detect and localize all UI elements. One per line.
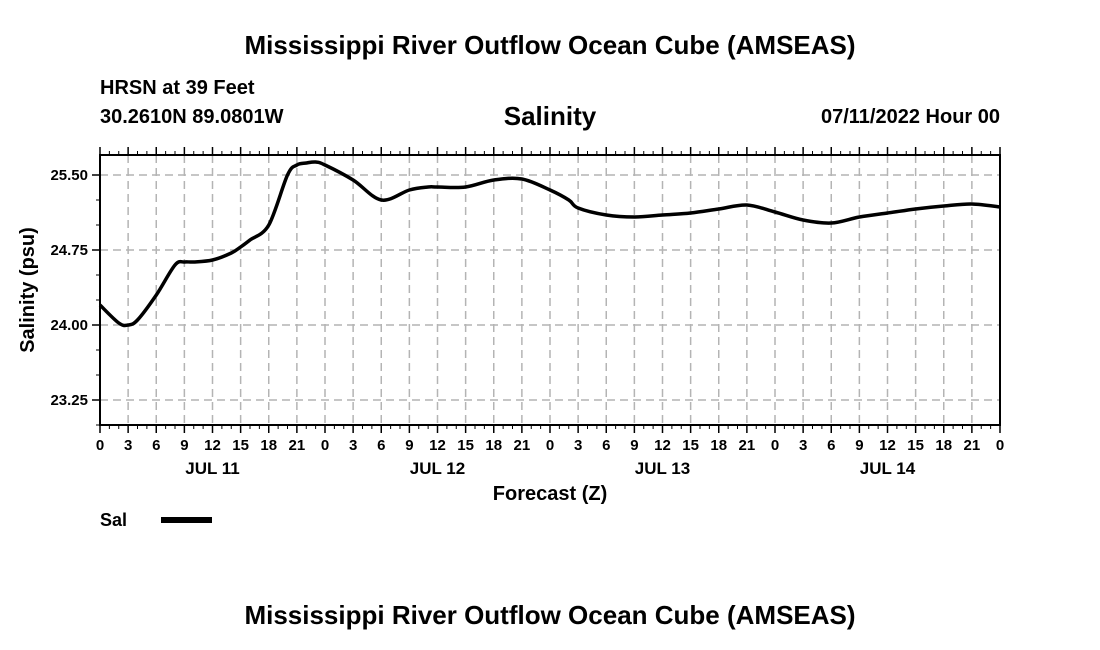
day-label: JUL 14 [860,459,916,478]
coordinates-label: 30.2610N 89.0801W [100,106,284,128]
chart-title: Salinity [503,101,597,131]
x-tick-label: 21 [514,437,531,454]
x-tick-label: 18 [710,437,727,454]
x-tick-label: 12 [654,437,671,454]
station-depth-label: HRSN at 39 Feet [100,77,255,99]
x-tick-label: 3 [574,437,582,454]
day-label: JUL 11 [185,459,240,478]
x-tick-label: 21 [289,437,306,454]
y-tick-label: 25.50 [50,167,88,184]
x-tick-label: 6 [827,437,835,454]
x-tick-label: 21 [739,437,756,454]
x-tick-label: 6 [152,437,160,454]
day-label: JUL 13 [635,459,690,478]
grid [100,155,1000,425]
footer-title: Mississippi River Outflow Ocean Cube (AM… [244,600,856,630]
x-tick-label: 0 [321,437,329,454]
y-tick-label: 23.25 [50,392,88,409]
salinity-chart: 0 3 6 9 12 15 18 21 0 3 6 9 12 15 18 21 0 3 6 9 12 15 18 21 0 3 6 9… [17,147,1004,530]
x-tick-label: 9 [180,437,188,454]
series-layer [98,160,1001,328]
x-tick-label: 18 [485,437,502,454]
x-tick-label: 12 [879,437,896,454]
x-axis-label: Forecast (Z) [493,483,607,505]
x-tick-label: 0 [546,437,554,454]
x-tick-label: 15 [682,437,699,454]
legend-label: Sal [100,510,127,530]
x-tick-label: 15 [232,437,249,454]
x-tick-label: 15 [907,437,924,454]
x-tick-label: 3 [349,437,357,454]
x-tick-label: 6 [377,437,385,454]
axes: 0 3 6 9 12 15 18 21 0 3 6 9 12 15 18 21 0 3 6 9 12 15 18 21 0 3 6 9… [50,147,1004,478]
run-time-label: 07/11/2022 Hour 00 [820,106,1000,128]
x-tick-label: 9 [855,437,863,454]
x-tick-label: 12 [429,437,446,454]
day-label: JUL 12 [410,459,465,478]
x-tick-label: 12 [204,437,221,454]
main-title: Mississippi River Outflow Ocean Cube (AM… [244,30,856,60]
x-tick-label: 9 [630,437,638,454]
x-tick-label: 6 [602,437,610,454]
x-tick-label: 3 [124,437,132,454]
y-axis-label: Salinity (psu) [17,227,39,353]
x-tick-label: 3 [799,437,807,454]
x-tick-label: 18 [935,437,952,454]
x-tick-label: 21 [964,437,981,454]
legend: Sal [100,510,212,530]
y-tick-label: 24.00 [50,317,88,334]
x-tick-label: 9 [405,437,413,454]
series-line-sal [98,160,1001,328]
x-tick-label: 0 [996,437,1004,454]
x-tick-label: 18 [260,437,277,454]
x-tick-label: 0 [96,437,104,454]
x-tick-label: 0 [771,437,779,454]
y-tick-label: 24.75 [50,242,88,259]
x-tick-label: 15 [457,437,474,454]
